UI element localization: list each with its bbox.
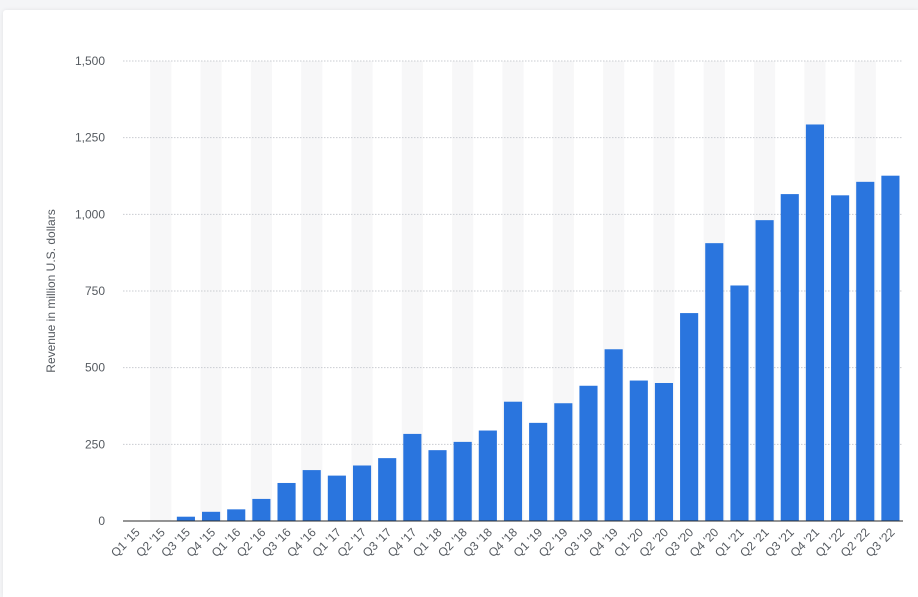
bar [730,285,749,521]
bar [881,175,900,521]
bar [604,349,623,521]
column-band [150,61,172,521]
bar [176,516,195,521]
bar [327,475,346,521]
column-band [351,61,373,521]
bars [176,124,900,522]
chart-card: 0 250 500 750 1,000 1,250 1,500 Q1 '15 Q2 '15 Q3… [3,10,918,597]
bar [755,220,774,521]
bar [780,194,799,522]
bar [831,195,850,521]
bar [856,181,875,521]
bar [202,511,221,521]
y-axis-ticks: 0 250 500 750 1,000 1,250 1,500 [75,54,105,528]
bar [453,441,472,521]
x-tick-label: Q3 '22 [863,525,898,560]
bar [302,470,321,521]
y-tick-label: 500 [85,361,105,375]
bar [654,383,674,521]
column-band [301,61,323,521]
y-tick-label: 1,000 [75,207,105,221]
bar [227,509,246,521]
bar [680,313,699,521]
bar [705,243,724,521]
bar [629,380,648,521]
bar [352,465,372,521]
y-tick-label: 750 [85,284,105,298]
y-tick-label: 0 [98,514,105,528]
y-axis-label: Revenue in million U.S. dollars [44,209,58,372]
y-tick-label: 1,500 [75,54,105,68]
bar [805,124,824,521]
bar [503,401,523,521]
bar [403,433,422,521]
bar [554,403,573,521]
bar [378,458,397,521]
bar [428,450,447,521]
bar [478,430,497,521]
bar [529,422,548,521]
bar [579,385,598,521]
bar [277,482,296,521]
y-tick-label: 1,250 [75,131,105,145]
bar [252,498,271,521]
gridlines [123,60,903,445]
y-tick-label: 250 [85,437,105,451]
